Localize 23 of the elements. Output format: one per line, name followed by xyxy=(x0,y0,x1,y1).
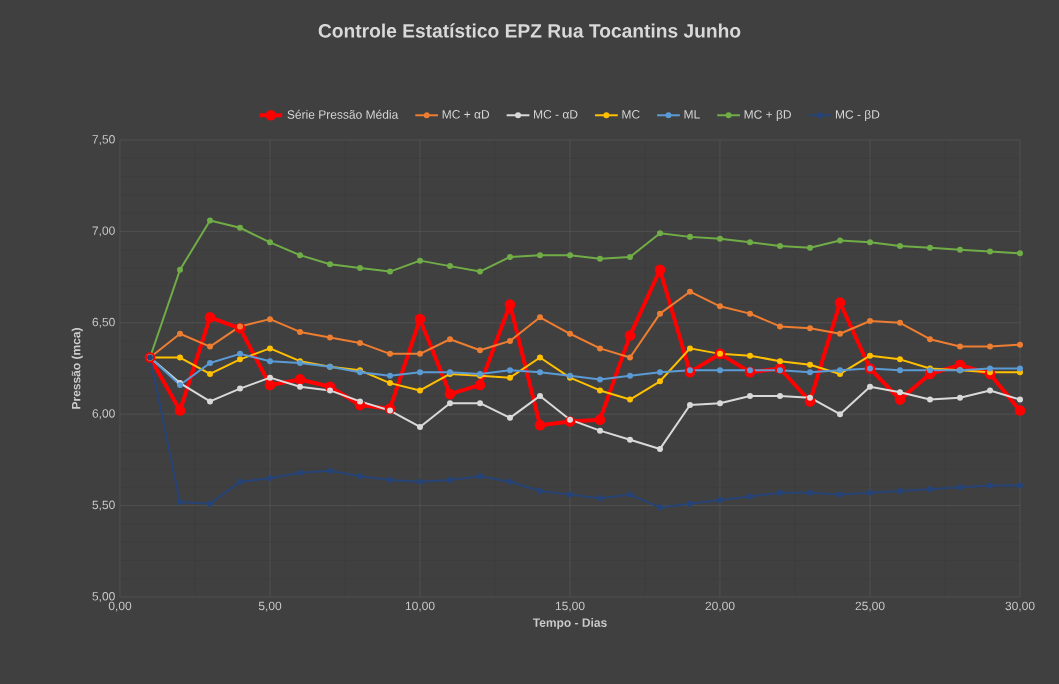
y-tick-label: 7,50 xyxy=(92,135,115,145)
chart-title: Controle Estatístico EPZ Rua Tocantins Junho xyxy=(318,23,741,38)
legend-label: MC - βD xyxy=(835,109,880,122)
y-axis-title: Pressão (mca) xyxy=(71,328,83,409)
x-tick-label: 10,00 xyxy=(405,601,435,612)
legend-label: MC + αD xyxy=(442,110,490,119)
legend-label: Série Pressão Média xyxy=(287,109,399,119)
legend-label: MC xyxy=(622,110,640,119)
legend-label: MC - αD xyxy=(534,110,578,119)
x-tick-label: 0,00 xyxy=(108,601,132,612)
y-tick-label: 5,50 xyxy=(92,500,115,511)
y-tick-label: 7,00 xyxy=(92,226,115,237)
legend-label: ML xyxy=(684,110,700,119)
y-tick-label: 6,00 xyxy=(92,409,115,420)
x-tick-label: 30,00 xyxy=(1005,601,1035,612)
x-axis-title: Tempo - Dias xyxy=(532,618,607,630)
y-tick-label: 6,50 xyxy=(92,317,115,328)
x-tick-label: 15,00 xyxy=(555,601,585,612)
x-tick-label: 20,00 xyxy=(705,601,735,612)
legend-label: MC + βD xyxy=(744,109,791,122)
y-tick-label: 5,00 xyxy=(92,592,115,602)
x-tick-label: 25,00 xyxy=(855,601,885,612)
x-tick-label: 5,00 xyxy=(258,601,282,612)
